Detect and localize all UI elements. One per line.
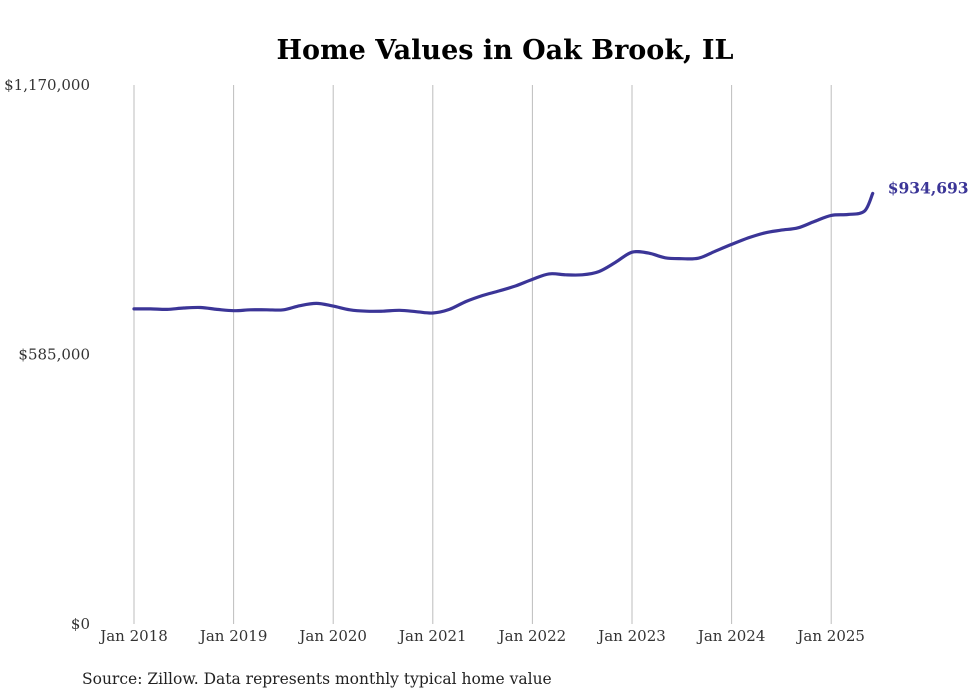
x-tick-label: Jan 2022 [497,627,567,645]
y-tick-label: $1,170,000 [4,76,90,94]
x-tick-label: Jan 2018 [98,627,168,645]
series-layer: $934,693 [132,178,969,315]
series-line [132,191,875,315]
x-tick-label: Jan 2023 [596,627,666,645]
x-tick-label: Jan 2025 [795,627,865,645]
source-note: Source: Zillow. Data represents monthly … [82,670,552,688]
grid-lines [133,85,832,624]
x-tick-label: Jan 2020 [297,627,367,645]
y-tick-label: $0 [71,615,90,633]
x-axis: Jan 2018 Jan 2019 Jan 2020 Jan 2021 Jan 2022… [98,627,865,645]
y-axis: $0 $585,000 $1,170,000 [4,76,90,633]
x-tick-label: Jan 2021 [397,627,467,645]
chart-title: Home Values in Oak Brook, IL [277,35,734,66]
x-tick-label: Jan 2019 [198,627,268,645]
y-tick-label: $585,000 [18,346,90,364]
end-value-label: $934,693 [888,178,969,197]
x-tick-label: Jan 2024 [696,627,766,645]
